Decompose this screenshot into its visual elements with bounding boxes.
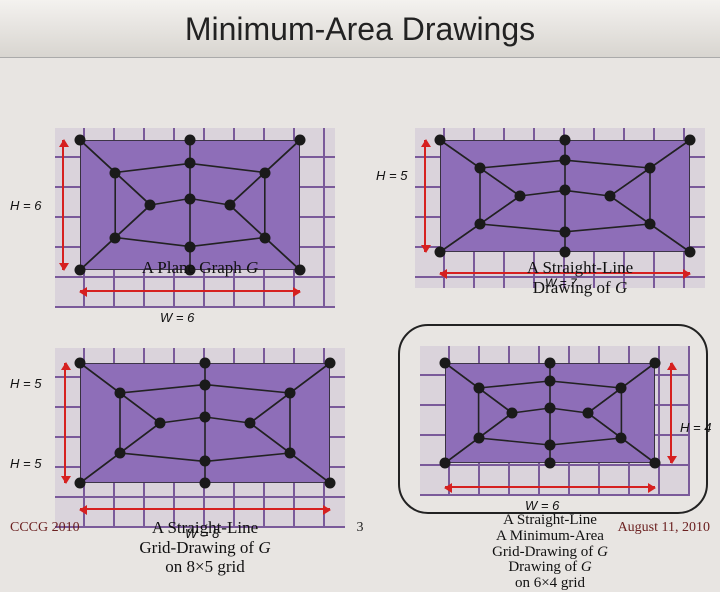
dim-h-c-1: H = 5 (10, 376, 41, 391)
page-title: Minimum-Area Drawings (0, 0, 720, 58)
dim-h-c-2: H = 5 (10, 456, 41, 471)
dim-w-d: W = 6 (525, 498, 559, 513)
caption-c: A Straight-LineGrid-Drawing of Gon 8×5 g… (95, 518, 315, 577)
footer-center: 3 (357, 520, 364, 536)
dim-h-d: H = 4 (680, 420, 711, 435)
caption-b: A Straight-LineDrawing of G (480, 258, 680, 297)
caption-a: A Plane Graph G (110, 258, 290, 278)
footer-left: CCCG 2010 (10, 520, 80, 536)
footer-right: August 11, 2010 (618, 520, 710, 536)
dim-h-a: H = 6 (10, 198, 41, 213)
dim-w-a: W = 6 (160, 310, 194, 325)
dim-h-b: H = 5 (376, 168, 407, 183)
